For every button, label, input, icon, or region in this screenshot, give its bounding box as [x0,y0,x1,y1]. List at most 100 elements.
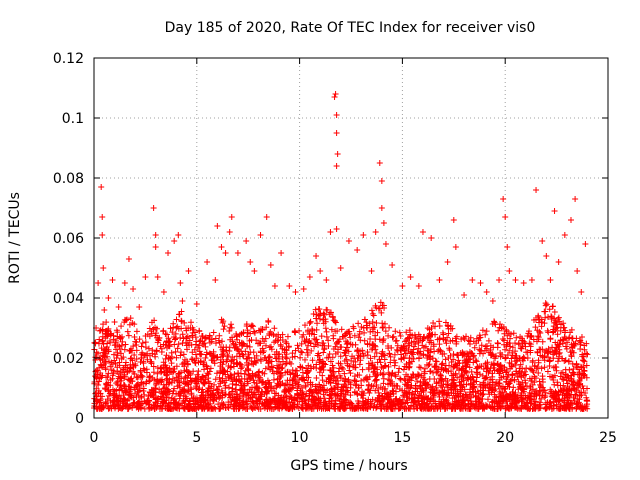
data-point [470,359,477,366]
data-point [400,392,407,399]
data-point [305,339,312,346]
data-point [347,392,354,399]
data-point [120,381,127,388]
data-point [224,356,231,363]
data-point [388,344,395,351]
data-point [524,355,531,361]
data-point [374,371,381,378]
data-point [333,375,340,382]
data-point [533,338,540,345]
data-point [484,396,491,403]
data-point [502,354,509,361]
data-point [108,366,115,373]
data-point [173,354,180,361]
data-point [130,394,137,401]
data-point [552,388,559,395]
data-point [408,358,415,365]
data-point [251,329,258,336]
data-point [479,327,486,334]
data-point [168,369,175,376]
data-point [403,329,410,336]
data-point [232,341,239,348]
data-point [238,375,245,382]
data-point [444,259,451,265]
data-point [557,382,564,389]
data-point [244,380,251,387]
data-point [130,368,137,375]
data-point [364,341,371,348]
data-point [312,383,319,390]
data-point [247,259,254,265]
data-point [98,403,105,410]
data-point [302,338,309,345]
data-point [529,381,536,388]
data-point [535,313,542,320]
data-point [562,327,569,334]
data-point [320,349,327,356]
data-point [471,384,478,391]
data-point [154,274,161,280]
data-point [218,316,225,323]
data-point [408,377,415,384]
data-point [496,380,503,387]
data-point [154,376,161,383]
data-point [536,399,543,406]
data-point [93,393,100,400]
data-point [234,250,241,256]
data-point [105,370,112,377]
data-point [367,403,374,410]
data-point [534,349,541,356]
data-point [271,396,278,403]
data-point [489,298,496,304]
data-point [225,399,232,406]
data-point [184,360,191,367]
data-point [352,358,359,365]
data-point [420,387,427,394]
data-point [257,232,264,238]
data-point [434,368,441,375]
data-point [323,328,330,335]
data-point [112,341,119,348]
x-axis-label: GPS time / hours [290,458,407,474]
data-point [248,322,255,329]
data-point [535,357,542,364]
data-point [118,323,125,330]
data-point [146,325,153,332]
data-point [175,232,182,238]
data-point [337,403,344,410]
data-point [397,376,404,383]
data-point [514,373,521,380]
data-point [470,383,477,390]
data-point [365,360,372,367]
data-point [125,256,132,262]
data-point [347,381,354,388]
data-point [177,352,184,359]
data-point [109,375,116,382]
data-point [281,346,288,353]
data-point [340,396,347,403]
data-point [387,359,394,366]
data-point [185,381,192,388]
data-point [298,374,305,381]
data-point [208,405,215,412]
data-point [582,390,589,397]
data-point [342,347,349,354]
data-point [539,391,546,398]
data-point [344,389,351,396]
data-point [457,386,464,393]
data-point [333,226,340,232]
data-point [244,329,251,336]
data-point [561,395,568,402]
data-point [202,343,209,350]
data-point [506,347,513,354]
data-point [131,334,138,341]
data-point [407,331,414,338]
data-point [337,343,344,350]
data-point [561,324,568,331]
data-point [452,370,459,377]
data-point [201,359,208,366]
data-point [526,397,533,404]
data-point [152,332,159,339]
data-point [95,387,102,394]
